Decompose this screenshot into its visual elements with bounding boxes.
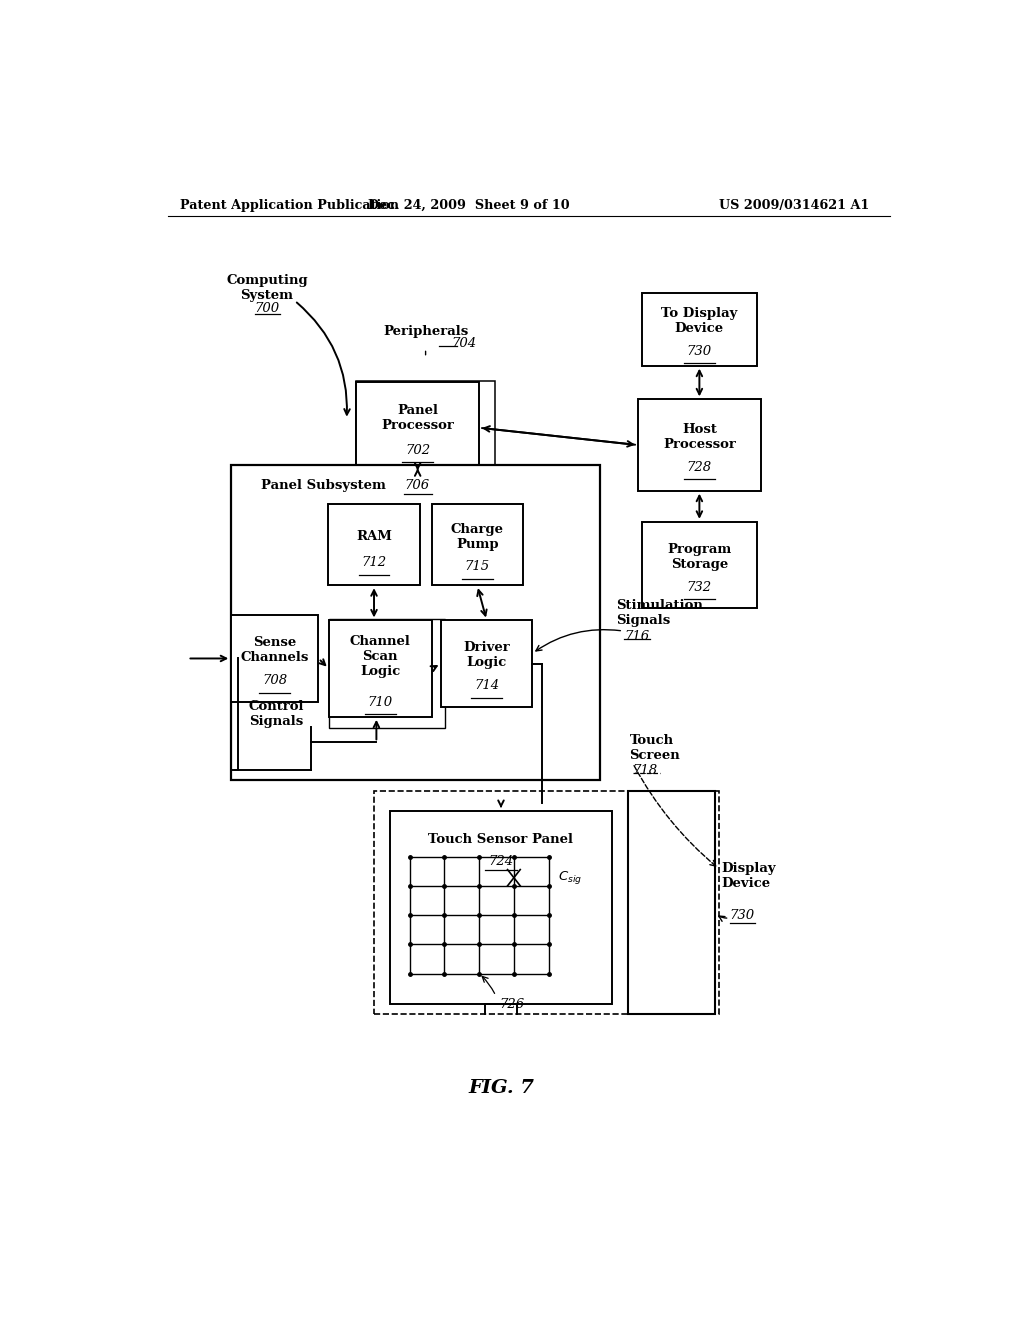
Text: 714: 714	[474, 680, 500, 693]
Text: Panel Subsystem: Panel Subsystem	[261, 479, 386, 492]
FancyBboxPatch shape	[642, 293, 757, 366]
FancyBboxPatch shape	[642, 521, 757, 609]
Text: Patent Application Publication: Patent Application Publication	[179, 198, 398, 211]
FancyBboxPatch shape	[431, 504, 523, 585]
Text: Stimulation
Signals: Stimulation Signals	[616, 599, 702, 627]
Text: Control
Signals: Control Signals	[249, 701, 304, 729]
Text: Host
Processor: Host Processor	[663, 422, 736, 451]
Text: 724: 724	[488, 855, 514, 869]
FancyBboxPatch shape	[638, 399, 761, 491]
Text: 704: 704	[452, 337, 477, 350]
FancyBboxPatch shape	[231, 615, 318, 702]
Text: 716: 716	[624, 630, 649, 643]
Text: 702: 702	[406, 444, 430, 457]
FancyBboxPatch shape	[356, 381, 495, 484]
Text: 700: 700	[254, 302, 280, 315]
Text: 726: 726	[500, 998, 525, 1011]
Text: Channel
Scan
Logic: Channel Scan Logic	[350, 635, 411, 678]
Text: Sense
Channels: Sense Channels	[241, 636, 309, 664]
Text: Dec. 24, 2009  Sheet 9 of 10: Dec. 24, 2009 Sheet 9 of 10	[369, 198, 570, 211]
Text: Peripherals: Peripherals	[383, 325, 468, 338]
Text: 712: 712	[361, 557, 387, 569]
Text: Charge
Pump: Charge Pump	[451, 523, 504, 550]
Text: 730: 730	[687, 345, 712, 358]
Text: RAM: RAM	[356, 531, 392, 543]
FancyBboxPatch shape	[356, 381, 479, 474]
Text: US 2009/0314621 A1: US 2009/0314621 A1	[720, 198, 869, 211]
FancyBboxPatch shape	[441, 620, 532, 706]
Text: Touch
Screen: Touch Screen	[630, 734, 680, 762]
FancyBboxPatch shape	[329, 504, 420, 585]
Text: Driver
Logic: Driver Logic	[463, 642, 510, 669]
FancyBboxPatch shape	[231, 466, 600, 780]
Text: Program
Storage: Program Storage	[668, 543, 731, 570]
Text: Display
Device: Display Device	[722, 862, 776, 890]
FancyBboxPatch shape	[329, 619, 444, 729]
Text: To Display
Device: To Display Device	[662, 308, 737, 335]
FancyBboxPatch shape	[390, 810, 612, 1005]
FancyBboxPatch shape	[329, 620, 432, 717]
Text: 715: 715	[465, 561, 489, 573]
Text: Panel
Processor: Panel Processor	[381, 404, 454, 432]
Text: 730: 730	[729, 909, 755, 923]
Text: Computing
System: Computing System	[226, 275, 307, 302]
Text: 718: 718	[633, 764, 657, 776]
Text: 706: 706	[404, 479, 429, 492]
Text: 708: 708	[262, 675, 288, 688]
FancyBboxPatch shape	[374, 791, 719, 1014]
Text: 732: 732	[687, 581, 712, 594]
Text: $C_{sig}$: $C_{sig}$	[558, 869, 583, 886]
FancyBboxPatch shape	[628, 791, 715, 1014]
Text: FIG. 7: FIG. 7	[468, 1080, 534, 1097]
Text: 710: 710	[368, 696, 393, 709]
Text: 728: 728	[687, 461, 712, 474]
Text: Touch Sensor Panel: Touch Sensor Panel	[428, 833, 573, 846]
